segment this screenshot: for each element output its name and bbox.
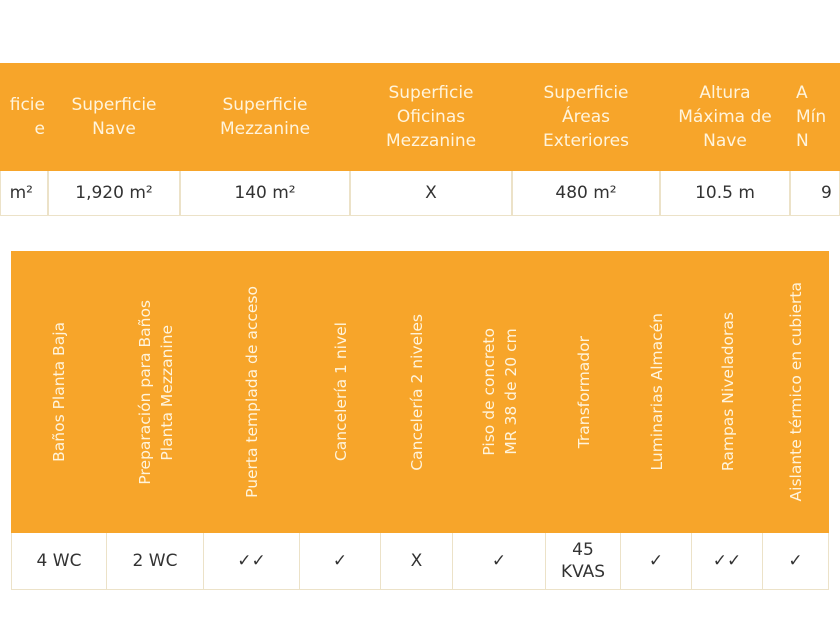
table2-header-2: Puerta templada de acceso: [204, 251, 300, 533]
table2-header-5: Piso de concreto MR 38 de 20 cm: [453, 251, 546, 533]
table1-value-3: X: [350, 171, 512, 216]
table2-header-label: Transformador: [574, 335, 593, 449]
table1-header-6: A Mín N: [790, 63, 840, 171]
table2-header-label: Piso de concreto MR 38 de 20 cm: [479, 328, 520, 456]
table2-header-label: Preparación para Baños Planta Mezzanine: [135, 299, 176, 485]
table1-value-2: 140 m²: [180, 171, 350, 216]
table2-value-9: ✓: [763, 533, 829, 590]
table1-header-2: Superficie Mezzanine: [180, 63, 350, 171]
amenities-table: Baños Planta Baja 4 WC Preparación para Ba…: [11, 251, 829, 590]
table2-header-label: Luminarias Almacén: [647, 313, 666, 471]
table2-header-6: Transformador: [546, 251, 621, 533]
table2-header-4: Cancelería 2 niveles: [381, 251, 453, 533]
table2-header-7: Luminarias Almacén: [621, 251, 692, 533]
table2-header-3: Cancelería 1 nivel: [300, 251, 381, 533]
table2-value-6: 45 KVAS: [546, 533, 621, 590]
table2-value-0: 4 WC: [11, 533, 107, 590]
table1-header-3: Superficie Oficinas Mezzanine: [350, 63, 512, 171]
table1-value-1: 1,920 m²: [48, 171, 180, 216]
table2-value-3: ✓: [300, 533, 381, 590]
table2-value-4: X: [381, 533, 453, 590]
table1-value-4: 480 m²: [512, 171, 660, 216]
table1-value-0: m²: [0, 171, 48, 216]
table1-header-1: Superficie Nave: [48, 63, 180, 171]
table1-header-5: Altura Máxima de Nave: [660, 63, 790, 171]
table2-header-9: Aislante térmico en cubierta: [763, 251, 829, 533]
table1-header-4: Superficie Áreas Exteriores: [512, 63, 660, 171]
table2-header-label: Cancelería 1 nivel: [331, 322, 350, 462]
table2-header-label: Puerta templada de acceso: [243, 286, 261, 498]
table1-value-6: 9: [790, 171, 840, 216]
table2-header-8: Rampas Niveladoras: [692, 251, 763, 533]
table2-header-0: Baños Planta Baja: [11, 251, 107, 533]
table2-header-label: Rampas Niveladoras: [718, 312, 737, 472]
table2-header-1: Preparación para Baños Planta Mezzanine: [107, 251, 204, 533]
table2-value-7: ✓: [621, 533, 692, 590]
table2-value-5: ✓: [453, 533, 546, 590]
table1-header-0: ficie e: [0, 63, 48, 171]
table1-value-5: 10.5 m: [660, 171, 790, 216]
table2-value-8: ✓✓: [692, 533, 763, 590]
table2-header-label: Aislante térmico en cubierta: [787, 282, 805, 502]
table2-value-1: 2 WC: [107, 533, 204, 590]
table2-value-2: ✓✓: [204, 533, 300, 590]
table2-header-label: Baños Planta Baja: [50, 322, 68, 462]
property-surface-table: ficie e m² Superficie Nave 1,920 m² Superfic…: [0, 63, 840, 216]
table2-header-label: Cancelería 2 niveles: [408, 313, 426, 471]
